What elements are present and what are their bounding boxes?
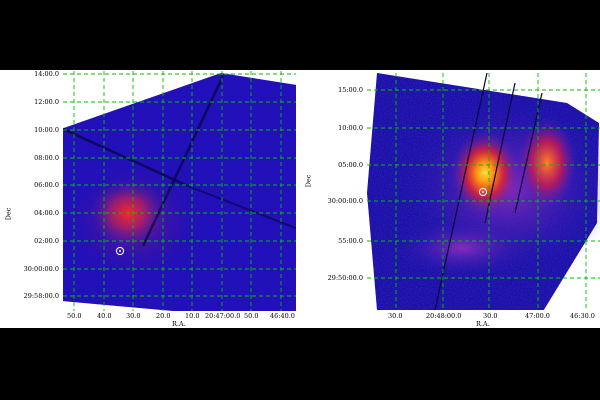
left-xtick: 46:40.0	[270, 312, 295, 320]
left-ytick: 08:00.0	[34, 154, 59, 162]
left-ylabel: Dec	[4, 207, 13, 221]
left-ytick: 12:00.0	[34, 98, 59, 106]
left-image-canvas	[63, 71, 296, 311]
left-xray-image	[63, 71, 296, 311]
left-coordinate-grid	[63, 71, 296, 311]
right-xtick: 47:00.0	[525, 312, 550, 320]
right-ytick: 55:00.0	[338, 237, 363, 245]
left-xtick: 50.0	[244, 312, 259, 320]
left-ytick: 14:00.0	[34, 70, 59, 78]
left-source-marker	[115, 246, 125, 256]
left-xtick: 20:47:00.0	[205, 312, 241, 320]
left-ytick: 04:00.0	[34, 209, 59, 217]
right-xray-image	[367, 73, 600, 310]
left-xtick: 50.0	[67, 312, 82, 320]
left-ytick: 02:00.0	[34, 237, 59, 245]
left-ytick: 29:58:00.0	[23, 292, 59, 300]
left-xlabel: R.A.	[172, 320, 186, 328]
right-xtick: 46:30.0	[570, 312, 595, 320]
right-coordinate-grid	[367, 73, 600, 310]
right-ytick: 30:00:00.0	[327, 197, 363, 205]
right-ytick: 10:00.0	[338, 124, 363, 132]
right-xtick: 30.0	[388, 312, 403, 320]
left-ytick: 10:00.0	[34, 126, 59, 134]
figure-panel: Dec R.A. 14:00.0 12:00.0 10:00.0 08:00.0…	[0, 70, 600, 328]
right-xlabel: R.A.	[476, 320, 490, 328]
left-xtick: 20.0	[156, 312, 171, 320]
left-xtick: 10.0	[185, 312, 200, 320]
right-image-canvas	[367, 73, 600, 310]
right-ytick: 05:00.0	[338, 161, 363, 169]
right-ytick: 29:50:00.0	[327, 274, 363, 282]
left-ytick: 30:00:00.0	[23, 265, 59, 273]
right-ytick: 15:00.0	[338, 86, 363, 94]
left-xtick: 40.0	[97, 312, 112, 320]
right-source-marker	[478, 187, 488, 197]
right-xtick: 20:48:00.0	[426, 312, 462, 320]
right-xtick: 30.0	[483, 312, 498, 320]
left-ytick: 06:00.0	[34, 181, 59, 189]
right-ylabel: Dec	[304, 174, 313, 188]
left-xtick: 30.0	[126, 312, 141, 320]
